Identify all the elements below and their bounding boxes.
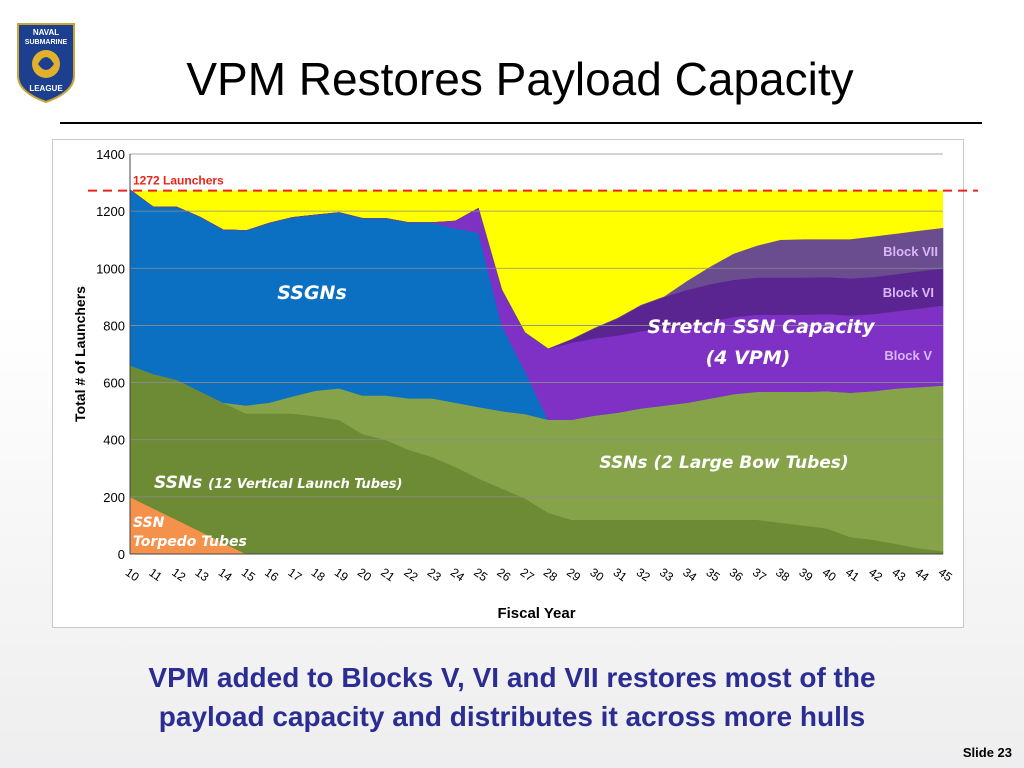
logo-line2: SUBMARINE — [25, 39, 68, 46]
y-axis-title: Total # of Launchers — [72, 286, 88, 422]
x-tick-label: 29 — [564, 565, 583, 584]
x-tick-label: 16 — [262, 565, 281, 584]
label-block-vi: Block VI — [883, 285, 934, 300]
x-tick-label: 13 — [192, 565, 211, 584]
x-tick-label: 40 — [820, 565, 839, 584]
x-tick-label: 35 — [704, 565, 723, 584]
chart-fills — [129, 189, 944, 555]
x-tick-label: 22 — [402, 565, 421, 584]
reference-line: 1272 Launchers — [88, 174, 978, 192]
logo-line3: LEAGUE — [29, 84, 63, 93]
y-tick-label: 1200 — [96, 204, 125, 219]
naval-submarine-league-logo: NAVAL SUBMARINE LEAGUE — [17, 23, 75, 104]
slide-caption: VPM added to Blocks V, VI and VII restor… — [40, 658, 984, 736]
label-block-vii: Block VII — [883, 244, 938, 259]
reference-line-label: 1272 Launchers — [133, 174, 224, 188]
x-tick-label: 20 — [355, 565, 374, 584]
x-tick-label: 30 — [587, 565, 606, 584]
x-tick-label: 10 — [123, 565, 142, 584]
x-tick-label: 15 — [239, 565, 258, 584]
x-tick-label: 24 — [448, 565, 467, 584]
x-tick-label: 31 — [611, 565, 630, 584]
slide-title: VPM Restores Payload Capacity — [186, 53, 854, 105]
y-tick-label: 1000 — [96, 261, 125, 276]
caption-line1: VPM added to Blocks V, VI and VII restor… — [148, 662, 876, 693]
y-tick-label: 600 — [103, 376, 125, 391]
x-tick-label: 25 — [471, 565, 490, 584]
x-axis-title: Fiscal Year — [497, 605, 575, 622]
x-tick-label: 14 — [216, 565, 235, 584]
y-tick-label: 800 — [103, 318, 125, 333]
x-tick-label: 19 — [332, 565, 351, 584]
x-tick-label: 38 — [773, 565, 792, 584]
label-ssn-bow-tubes: SSNs (2 Large Bow Tubes) — [599, 453, 848, 473]
x-tick-label: 37 — [750, 565, 769, 584]
x-tick-label: 44 — [913, 565, 932, 584]
x-tick-label: 11 — [146, 565, 165, 584]
y-tick-label: 1400 — [96, 147, 125, 162]
x-tick-label: 42 — [866, 565, 885, 584]
label-ssn-vls: SSNs (12 Vertical Launch Tubes) — [154, 473, 403, 493]
chart-annotations: SSGNs Stretch SSN Capacity (4 VPM) SSNs (2 … — [133, 244, 938, 550]
x-tick-label: 27 — [518, 565, 537, 584]
x-tick-label: 12 — [169, 565, 188, 584]
series-area-block-vii — [129, 189, 944, 350]
y-tick-label: 0 — [118, 547, 125, 562]
x-tick-label: 39 — [796, 565, 815, 584]
label-ssgns: SSGNs — [277, 282, 347, 304]
x-tick-label: 34 — [680, 565, 699, 584]
logo-line1: NAVAL — [33, 28, 59, 37]
x-tick-label: 18 — [309, 565, 328, 584]
label-torpedo-line2: Torpedo Tubes — [133, 534, 247, 550]
y-tick-label: 200 — [103, 490, 125, 505]
label-stretch-line2: (4 VPM) — [706, 347, 791, 369]
label-stretch-line1: Stretch SSN Capacity — [647, 316, 876, 338]
x-tick-label: 41 — [843, 565, 862, 584]
x-tick-label: 33 — [657, 565, 676, 584]
x-tick-label: 32 — [634, 565, 653, 584]
y-tick-label: 400 — [103, 433, 125, 448]
x-tick-label: 26 — [494, 565, 513, 584]
x-tick-label: 45 — [936, 565, 955, 584]
x-tick-label: 17 — [285, 565, 304, 584]
x-tick-label: 43 — [889, 565, 908, 584]
caption-line2: payload capacity and distributes it acro… — [158, 701, 866, 732]
label-torpedo-line1: SSN — [133, 515, 165, 531]
x-tick-label: 28 — [541, 565, 560, 584]
title-divider — [60, 122, 982, 124]
slide-number: Slide 23 — [962, 745, 1012, 760]
x-tick-label: 36 — [727, 565, 746, 584]
label-block-v: Block V — [884, 348, 932, 363]
x-tick-label: 23 — [425, 565, 444, 584]
x-tick-label: 21 — [378, 565, 397, 584]
